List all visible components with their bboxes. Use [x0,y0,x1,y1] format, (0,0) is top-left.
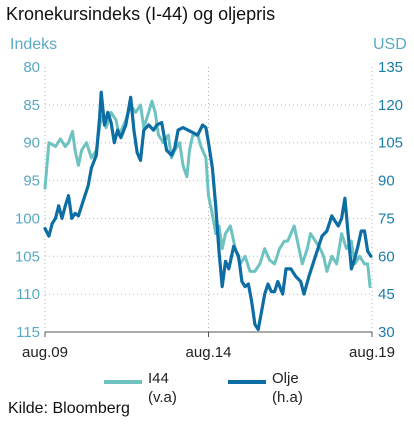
right-tick-label: 30 [378,324,395,341]
right-tick-label: 75 [378,210,395,227]
right-tick-label: 45 [378,286,395,303]
legend-swatch-i44 [104,380,142,384]
axis-ticks: 80 85 90 95 100 105 110 115 135 120 105 90 75 60 45 30 a… [15,59,403,361]
grid [44,67,373,333]
right-tick-label: 135 [378,59,403,76]
x-tick-label: aug.09 [22,344,68,361]
series-lines [43,90,373,332]
right-tick-label: 90 [378,173,395,190]
right-tick-label: 120 [378,97,403,114]
x-tick-label: aug.19 [349,344,395,361]
right-tick-label: 105 [378,135,403,152]
legend-sublabel-i44: (v.a) [148,389,177,406]
left-tick-label: 85 [23,97,40,114]
legend-label-olje: Olje [272,370,299,387]
series-line-olje [43,90,373,332]
legend-swatch-olje [228,380,266,384]
left-tick-label: 110 [16,286,40,303]
source-label: Kilde: Bloomberg [8,400,130,417]
chart-title: Kronekursindeks (I-44) og oljepris [6,4,276,24]
legend-label-i44: I44 [148,370,169,387]
left-tick-label: 90 [23,135,40,152]
right-tick-label: 60 [378,248,395,265]
left-tick-label: 105 [15,248,40,265]
left-tick-label: 115 [16,324,40,341]
left-tick-label: 100 [15,210,40,227]
right-axis-unit-label: USD [373,36,407,53]
left-tick-label: 95 [23,173,40,190]
legend-sublabel-olje: (h.a) [272,389,303,406]
x-tick-label: aug.14 [186,344,232,361]
left-tick-label: 80 [23,59,40,76]
left-axis-unit-label: Indeks [10,36,58,53]
